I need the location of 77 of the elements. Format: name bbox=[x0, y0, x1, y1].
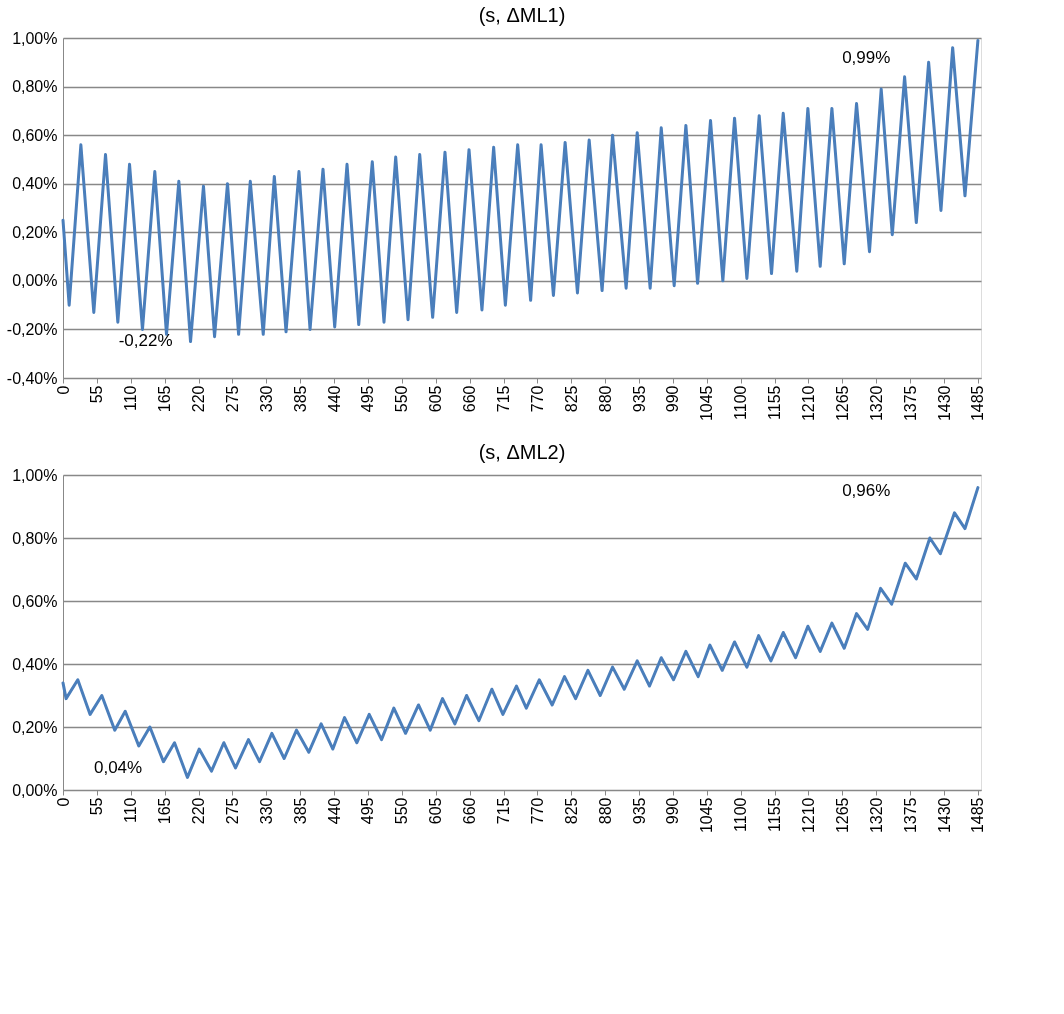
x-tick-label: 220 bbox=[190, 797, 208, 825]
x-tick-label: 550 bbox=[393, 797, 411, 825]
x-tick-label: 1155 bbox=[766, 797, 784, 832]
x-tick-label: 605 bbox=[427, 385, 445, 413]
x-tick-label: 880 bbox=[596, 385, 614, 413]
annotation: 0,99% bbox=[842, 48, 891, 68]
x-tick-label: 330 bbox=[257, 797, 275, 825]
x-tick-label: 770 bbox=[528, 797, 546, 825]
x-tick-label: 825 bbox=[562, 385, 580, 413]
y-tick-label: -0,20% bbox=[6, 320, 58, 338]
y-tick-label: 0,40% bbox=[12, 175, 58, 193]
x-tick-label: 495 bbox=[359, 385, 377, 413]
x-tick-label: 165 bbox=[156, 385, 174, 413]
annotation: 0,96% bbox=[842, 480, 891, 500]
x-tick-label: 1320 bbox=[867, 385, 885, 422]
x-tick-label: 440 bbox=[325, 797, 343, 825]
x-tick-label: 1100 bbox=[732, 385, 750, 420]
y-tick-label: 1,00% bbox=[12, 466, 58, 484]
x-tick-label: 1265 bbox=[833, 797, 851, 834]
x-tick-label: 1485 bbox=[969, 797, 987, 834]
x-tick-label: 275 bbox=[223, 797, 241, 825]
chart-title: (s, ΔML2) bbox=[478, 441, 566, 463]
x-tick-label: 1210 bbox=[799, 385, 817, 422]
y-tick-label: 0,80% bbox=[12, 78, 58, 96]
x-tick-label: 0 bbox=[54, 797, 72, 807]
x-tick-label: 550 bbox=[393, 385, 411, 413]
x-tick-label: 1100 bbox=[732, 797, 750, 832]
x-tick-label: 110 bbox=[122, 797, 140, 824]
x-tick-label: 1375 bbox=[901, 797, 919, 834]
x-tick-label: 1155 bbox=[766, 385, 784, 420]
x-tick-label: 935 bbox=[630, 797, 648, 825]
x-tick-label: 990 bbox=[664, 797, 682, 825]
x-tick-label: 55 bbox=[88, 385, 106, 404]
x-tick-label: 880 bbox=[596, 797, 614, 825]
annotation: -0,22% bbox=[118, 330, 173, 350]
y-tick-label: 0,00% bbox=[12, 272, 58, 290]
y-tick-label: 0,00% bbox=[12, 781, 58, 799]
x-tick-label: 330 bbox=[257, 385, 275, 413]
x-tick-label: 1320 bbox=[867, 797, 885, 834]
x-tick-label: 385 bbox=[291, 797, 309, 825]
x-tick-label: 1210 bbox=[799, 797, 817, 834]
x-tick-label: 935 bbox=[630, 385, 648, 413]
x-tick-label: 770 bbox=[528, 385, 546, 413]
x-tick-label: 385 bbox=[291, 385, 309, 413]
x-tick-label: 1265 bbox=[833, 385, 851, 422]
y-tick-label: 0,80% bbox=[12, 529, 58, 547]
x-tick-label: 1485 bbox=[969, 385, 987, 422]
y-tick-label: 0,40% bbox=[12, 655, 58, 673]
x-tick-label: 990 bbox=[664, 385, 682, 413]
x-tick-label: 110 bbox=[122, 385, 140, 412]
x-tick-label: 165 bbox=[156, 797, 174, 825]
x-tick-label: 1375 bbox=[901, 385, 919, 422]
y-tick-label: 1,00% bbox=[12, 29, 58, 47]
y-tick-label: 0,20% bbox=[12, 718, 58, 736]
y-tick-label: 0,60% bbox=[12, 126, 58, 144]
x-tick-label: 0 bbox=[54, 385, 72, 395]
x-tick-label: 275 bbox=[223, 385, 241, 413]
y-tick-label: -0,40% bbox=[6, 369, 58, 387]
x-tick-label: 715 bbox=[495, 797, 513, 825]
annotation: 0,04% bbox=[93, 757, 143, 777]
x-tick-label: 495 bbox=[359, 797, 377, 825]
x-tick-label: 825 bbox=[562, 797, 580, 825]
x-tick-label: 660 bbox=[461, 385, 479, 413]
line-series bbox=[61, 486, 980, 779]
x-tick-label: 1430 bbox=[935, 797, 953, 834]
x-tick-label: 605 bbox=[427, 797, 445, 825]
x-tick-label: 220 bbox=[190, 385, 208, 413]
y-tick-label: 0,20% bbox=[12, 223, 58, 241]
x-tick-label: 715 bbox=[495, 385, 513, 413]
chart-title: (s, ΔML1) bbox=[478, 4, 566, 26]
x-tick-label: 660 bbox=[461, 797, 479, 825]
x-tick-label: 1430 bbox=[935, 385, 953, 422]
y-tick-label: 0,60% bbox=[12, 592, 58, 610]
x-tick-label: 440 bbox=[325, 385, 343, 413]
x-tick-label: 1045 bbox=[698, 385, 716, 422]
x-tick-label: 1045 bbox=[698, 797, 716, 834]
x-tick-label: 55 bbox=[88, 797, 106, 816]
